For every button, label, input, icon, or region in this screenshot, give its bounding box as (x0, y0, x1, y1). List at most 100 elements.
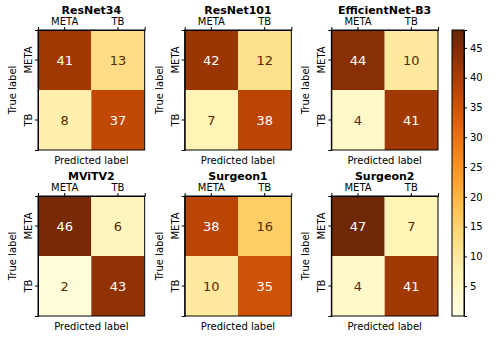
cells (38, 30, 145, 150)
y-axis-label: True label (7, 232, 18, 282)
tick-label: 45 (470, 43, 483, 54)
x-axis-label: Predicted label (201, 321, 275, 332)
tick-label: 15 (470, 221, 483, 232)
tick-label: 20 (470, 192, 483, 203)
cells (38, 196, 145, 316)
tick-label: META (316, 212, 327, 239)
tick: TB (111, 182, 125, 196)
cell (331, 90, 384, 150)
tick-label: TB (404, 16, 418, 27)
colorbar: 51015202530354045 (452, 30, 483, 317)
tick: TB (23, 113, 38, 127)
data-labels: 4410441 (350, 53, 420, 128)
tick-label: META (198, 182, 225, 193)
x-axis: META TB (332, 16, 439, 31)
cell (185, 196, 238, 256)
cell (331, 30, 384, 90)
data-label: 7 (407, 219, 415, 234)
tick-label: META (51, 182, 78, 193)
tick-mark (464, 286, 467, 287)
x-axis-label: Predicted label (54, 321, 128, 332)
tick-label: META (170, 46, 181, 73)
tick: 15 (464, 221, 483, 232)
colorbar-axis: 51015202530354045 (464, 31, 483, 317)
tick: TB (316, 113, 331, 127)
tick: TB (170, 279, 185, 293)
x-axis: METATB (39, 16, 146, 31)
tick-label: META (51, 16, 78, 27)
cell (185, 90, 238, 150)
tick-label: 10 (470, 251, 483, 262)
x-axis-label: Predicted label (348, 321, 422, 332)
tick: TB (170, 113, 185, 127)
tick-label: META (344, 16, 371, 27)
tick-mark (464, 256, 467, 257)
tick-mark (464, 78, 467, 79)
tick: TB (404, 16, 418, 30)
cell (238, 196, 291, 256)
tick-mark (464, 137, 467, 138)
tick-label: META (23, 46, 34, 73)
title: EfficientNet-B3 (338, 4, 431, 17)
data-label: 35 (256, 279, 273, 294)
tick: 30 (464, 132, 483, 143)
data-label: 13 (110, 53, 127, 68)
plot-frame (185, 196, 292, 316)
heatmap-panel: 4113837METATBMETATBResNet34Predicted lab… (7, 4, 145, 166)
tick: META (344, 16, 371, 30)
data-label: 4 (354, 279, 362, 294)
tick: META (51, 16, 78, 30)
data-label: 47 (350, 219, 367, 234)
heatmap-panel: 4410441METATBMETATBEfficientNet-B3Predic… (300, 4, 438, 166)
data-label: 2 (61, 279, 69, 294)
tick: TB (257, 182, 271, 196)
tick: 10 (464, 251, 483, 262)
heatmap-panel: 477441METATBMETATBSurgeon2Predicted labe… (300, 170, 438, 332)
y-axis: METATB (316, 197, 332, 317)
plot-frame (38, 30, 145, 150)
y-axis: METATB (316, 31, 332, 151)
data-label: 38 (256, 113, 273, 128)
tick: 45 (464, 43, 483, 54)
cells (331, 196, 438, 316)
cell (385, 256, 438, 316)
tick-mark (464, 48, 467, 49)
cell (38, 196, 91, 256)
tick-label: META (344, 182, 371, 193)
y-axis-label: True label (154, 232, 165, 282)
cell (185, 30, 238, 90)
y-axis-label: True label (154, 66, 165, 116)
data-labels: 4212738 (203, 53, 273, 128)
tick: META (23, 46, 38, 73)
plot-frame (331, 30, 438, 150)
tick: META (170, 212, 185, 239)
y-axis: META TB (23, 31, 39, 151)
tick: META (23, 212, 38, 239)
tick-label: 5 (470, 281, 476, 292)
tick-mark (464, 227, 467, 228)
cells (185, 196, 292, 316)
data-label: 10 (203, 279, 220, 294)
tick-label: TB (404, 182, 418, 193)
cell (91, 256, 144, 316)
tick-label: 30 (470, 132, 483, 143)
cell (38, 30, 91, 90)
tick-label: TB (257, 16, 271, 27)
tick-label: META (23, 212, 34, 239)
data-label: 43 (110, 279, 127, 294)
tick-label: TB (316, 113, 327, 127)
title: MViTV2 (68, 170, 115, 183)
cell (238, 30, 291, 90)
y-axis-label: True label (300, 66, 311, 116)
tick-mark (464, 167, 467, 168)
tick-label: TB (111, 182, 125, 193)
data-label: 6 (114, 219, 122, 234)
tick-label: META (170, 212, 181, 239)
y-axis: META TB (170, 197, 186, 317)
cells (331, 30, 438, 150)
x-axis: META TB (332, 182, 439, 197)
y-axis-label: True label (300, 232, 311, 282)
y-axis-label: True label (7, 66, 18, 116)
x-axis-label: Predicted label (54, 155, 128, 166)
tick: TB (23, 279, 38, 293)
